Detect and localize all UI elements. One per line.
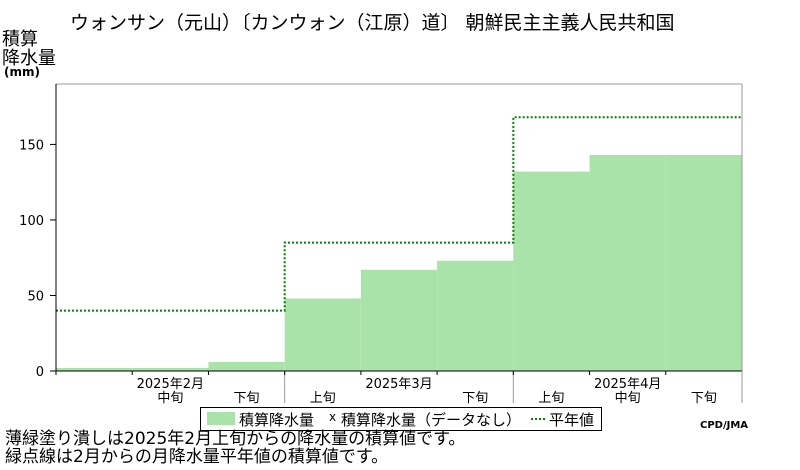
notes: 薄緑塗り潰しは2025年2月上旬からの降水量の積算値です。 緑点線は2月からの月… — [5, 430, 465, 466]
month-label: 2025年4月 — [594, 377, 661, 392]
legend-missing-marker: x — [329, 410, 337, 424]
series-bar — [56, 367, 133, 371]
series-bar — [360, 269, 438, 371]
note-line-2: 緑点線は2月からの月降水量平年値の積算値です。 — [5, 447, 389, 467]
dekad-label: 中旬 — [157, 391, 183, 406]
legend-label-normal: 平年値 — [549, 411, 595, 429]
dekad-label: 下旬 — [234, 391, 260, 406]
series-bar — [437, 260, 514, 371]
note-line-1: 薄緑塗り潰しは2025年2月上旬からの降水量の積算値です。 — [5, 429, 466, 449]
y-axis-unit: (mm) — [4, 65, 40, 79]
y-tick-label: 150 — [19, 138, 44, 153]
y-tick-label: 0 — [36, 365, 44, 380]
legend-swatch-normal — [531, 418, 545, 420]
credit-text: CPD/JMA — [700, 420, 749, 431]
series-bar — [589, 154, 666, 371]
dekad-label: 中旬 — [615, 391, 641, 406]
legend-swatch-fill — [207, 412, 235, 425]
series-bar — [132, 367, 209, 371]
y-axis-label: 積算 降水量 — [2, 30, 56, 68]
series-bar — [208, 361, 285, 371]
dekad-label: 下旬 — [462, 391, 488, 406]
dekad-label: 下旬 — [691, 391, 717, 406]
y-axis-label-line1: 積算 — [2, 29, 38, 50]
series-bar — [284, 298, 361, 371]
y-axis-label-line2: 降水量 — [2, 48, 56, 69]
series-bar — [513, 171, 590, 371]
series-fill-group — [56, 154, 742, 371]
chart-title: ウォンサン（元山）〔カンウォン（江原）道〕 朝鮮民主主義人民共和国 — [70, 12, 675, 34]
y-tick-label: 100 — [19, 214, 44, 229]
legend: 積算降水量 x 積算降水量（データなし） 平年値 — [200, 407, 602, 431]
y-tick-label: 50 — [27, 289, 44, 304]
legend-label-missing: 積算降水量（データなし） — [341, 411, 522, 429]
legend-label-series: 積算降水量 — [239, 411, 315, 429]
dekad-label: 上旬 — [310, 391, 336, 406]
series-bar — [665, 154, 742, 371]
month-label: 2025年3月 — [365, 377, 432, 392]
month-label: 2025年2月 — [137, 377, 204, 392]
axes-group — [50, 83, 743, 403]
dekad-label: 上旬 — [538, 391, 564, 406]
